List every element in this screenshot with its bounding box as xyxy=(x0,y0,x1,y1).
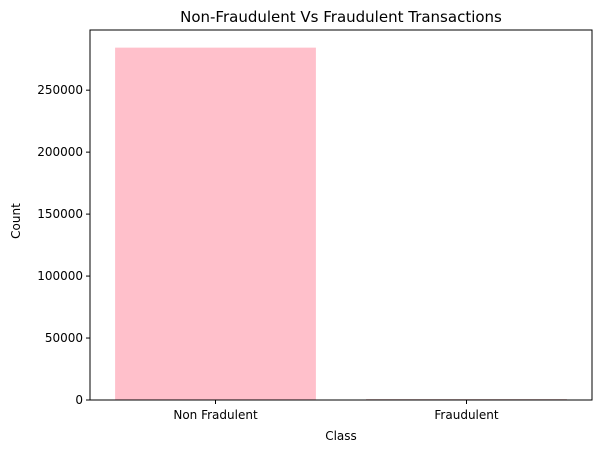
y-tick-label: 50000 xyxy=(45,331,83,345)
x-tick-label: Non Fradulent xyxy=(173,408,258,422)
y-tick-label: 150000 xyxy=(37,207,83,221)
y-tick-label: 200000 xyxy=(37,145,83,159)
y-tick-label: 0 xyxy=(75,393,83,407)
y-axis-label: Count xyxy=(9,203,23,239)
y-tick-label: 100000 xyxy=(37,269,83,283)
x-tick-label: Fraudulent xyxy=(434,408,498,422)
plot-area xyxy=(115,47,567,400)
y-axis: 0 50000 100000 150000 200000 250000 xyxy=(37,83,90,407)
plot-frame xyxy=(89,29,593,401)
bar-0 xyxy=(115,47,316,400)
chart-title: Non-Fraudulent Vs Fraudulent Transaction… xyxy=(180,8,502,26)
x-axis-label: Class xyxy=(325,429,357,443)
x-axis: Non Fradulent Fraudulent xyxy=(173,400,499,422)
y-tick-label: 250000 xyxy=(37,83,83,97)
